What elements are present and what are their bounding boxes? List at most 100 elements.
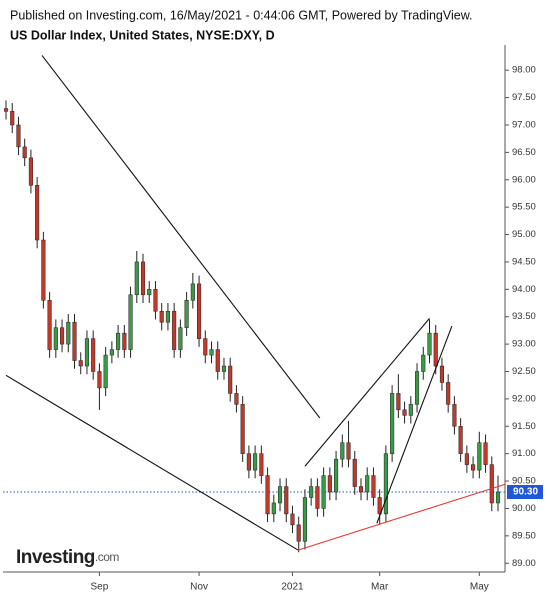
candle-body [315, 486, 320, 509]
candle-body [402, 409, 407, 416]
y-tick-label: 97.50 [512, 92, 536, 103]
candle-body [190, 283, 195, 301]
candle-body [72, 321, 77, 361]
candle-body [408, 404, 413, 416]
candle-body [365, 475, 370, 493]
y-tick-label: 89.50 [512, 530, 536, 541]
y-tick-label: 90.00 [512, 503, 536, 514]
candle-body [471, 464, 476, 471]
candle-body [134, 261, 139, 296]
y-tick-label: 93.00 [512, 339, 536, 350]
y-tick-label: 92.00 [512, 393, 536, 404]
trendline [5, 374, 299, 551]
last-price-label: 90.30 [513, 487, 538, 498]
candle-body [265, 475, 270, 515]
candle-body [122, 332, 127, 350]
y-tick-label: 96.00 [512, 174, 536, 185]
candle-body [458, 426, 463, 454]
candle-body [28, 157, 33, 186]
candle-body [439, 365, 444, 383]
candle-body [197, 283, 202, 339]
candle-body [421, 354, 426, 372]
logo-suffix: .com [95, 550, 120, 564]
candle-body [495, 491, 501, 504]
y-tick-label: 91.50 [512, 421, 536, 432]
x-tick-label: May [470, 582, 489, 593]
y-tick-label: 92.50 [512, 366, 536, 377]
candle-body [159, 310, 164, 323]
trendline [304, 318, 430, 467]
candle-body [109, 349, 114, 356]
candle-body [334, 458, 339, 493]
candle-body [53, 327, 58, 350]
candle-body [178, 327, 183, 350]
candle-body [66, 321, 71, 345]
candle-body [309, 486, 314, 498]
candle-body [259, 453, 264, 476]
y-tick-label: 98.00 [512, 65, 536, 76]
candle-body [3, 108, 9, 112]
candle-body [221, 365, 227, 372]
candle-body [84, 338, 90, 367]
last-price-box [507, 485, 543, 500]
candle-body [302, 497, 307, 542]
candle-body [240, 404, 245, 454]
chart-subtitle: Published on Investing.com, 16/May/2021 … [10, 8, 473, 22]
y-tick-label: 95.00 [512, 229, 536, 240]
trendline [41, 55, 321, 419]
candle-body [60, 327, 65, 345]
y-tick-label: 94.50 [512, 256, 536, 267]
candle-body [284, 486, 289, 515]
candle-body [16, 124, 21, 148]
candle-body [228, 365, 233, 394]
candle-body [296, 524, 301, 542]
candle-body [321, 475, 326, 509]
candle-body [153, 289, 158, 312]
chart-title: US Dollar Index, United States, NYSE:DXY… [10, 28, 275, 42]
candle-body [140, 261, 146, 296]
candle-body [35, 184, 40, 241]
candle-body [396, 393, 401, 411]
trendline [376, 325, 453, 524]
candle-body [489, 464, 494, 504]
candle-body [358, 486, 364, 493]
candle-body [209, 349, 214, 356]
candle-body [184, 300, 189, 328]
candle-body [246, 453, 251, 471]
candle-body [253, 453, 258, 471]
y-tick-label: 91.00 [512, 448, 536, 459]
candle-body [22, 146, 27, 159]
candle-body [234, 393, 239, 405]
candle-body [290, 513, 295, 526]
x-tick-label: 2021 [281, 582, 304, 593]
candle-body [371, 475, 376, 498]
candle-body [427, 332, 432, 356]
candle-body [116, 332, 121, 350]
y-tick-label: 95.50 [512, 202, 536, 213]
candle-body [377, 497, 382, 515]
candle-body [97, 371, 102, 389]
trendline [297, 483, 506, 551]
candle-body [433, 332, 438, 367]
candle-body [47, 300, 52, 350]
candle-body [414, 371, 420, 405]
y-tick-label: 93.50 [512, 311, 536, 322]
candle-body [483, 442, 488, 465]
candle-body [10, 111, 15, 126]
candle-body [147, 289, 152, 296]
candle-body [352, 458, 357, 487]
candle-body [327, 475, 332, 493]
x-tick-label: Nov [190, 582, 208, 593]
candle-body [78, 360, 83, 367]
candle-body [128, 294, 133, 350]
candle-body [91, 338, 96, 372]
y-tick-label: 90.50 [512, 476, 536, 487]
y-tick-label: 89.00 [512, 558, 536, 569]
candle-body [346, 442, 351, 460]
candle-body [215, 349, 220, 372]
x-tick-label: Sep [91, 582, 109, 593]
candle-body [390, 393, 395, 454]
candle-body [172, 310, 177, 350]
candle-body [203, 338, 208, 356]
y-tick-label: 96.50 [512, 147, 536, 158]
